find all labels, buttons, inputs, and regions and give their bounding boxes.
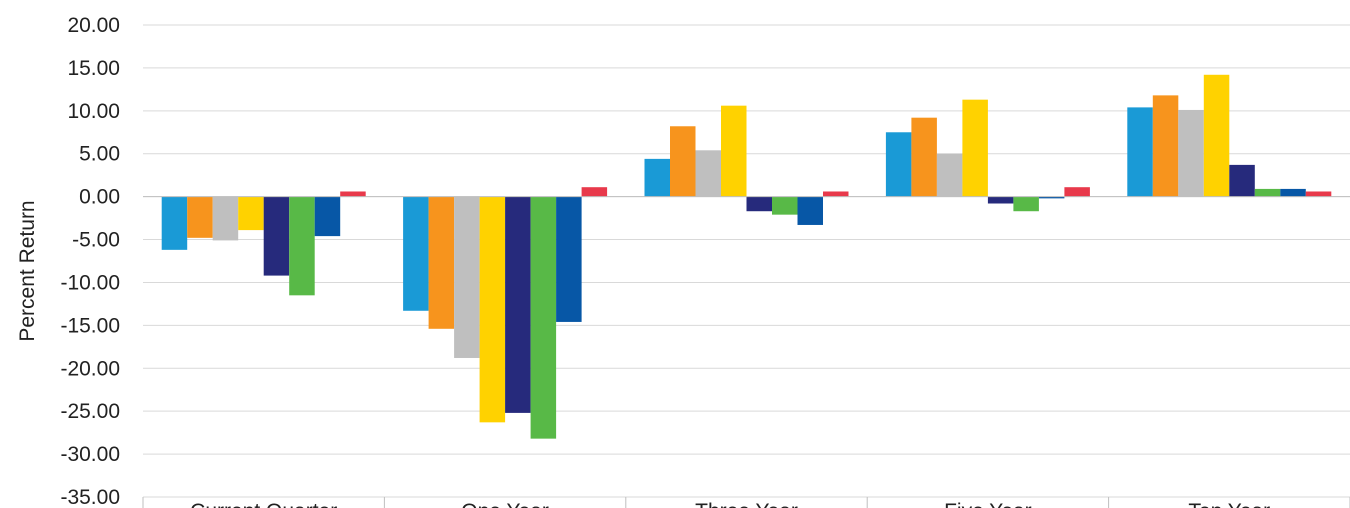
category-label: Five Year	[944, 500, 1032, 508]
category-label: Ten Year	[1188, 500, 1270, 508]
y-tick-label: 0.00	[79, 186, 120, 209]
bar	[936, 153, 963, 197]
bar	[772, 196, 798, 215]
bar	[212, 196, 239, 241]
bar	[161, 196, 188, 250]
category-labels: Current Quarter One Year Three Year Five Ye…	[190, 500, 1270, 508]
bar	[428, 196, 455, 329]
y-tick-label: -30.00	[60, 443, 120, 466]
y-tick-label: 15.00	[67, 57, 120, 80]
bar	[1152, 95, 1179, 197]
bar	[1203, 74, 1230, 197]
bar	[263, 196, 290, 276]
y-tick-label: 20.00	[67, 14, 120, 37]
bar	[797, 196, 823, 225]
bar	[746, 196, 772, 212]
bar	[1254, 188, 1281, 197]
y-tick-label: -25.00	[60, 400, 120, 423]
y-tick-label: 10.00	[67, 100, 120, 123]
bar	[1013, 196, 1039, 212]
bar	[581, 187, 608, 197]
bar	[238, 196, 264, 231]
bar	[530, 196, 557, 439]
bar	[289, 196, 315, 296]
y-tick-label: -5.00	[72, 229, 120, 252]
bar	[911, 117, 937, 197]
bar	[1127, 107, 1153, 197]
y-tick-label: -20.00	[60, 357, 120, 380]
y-axis-title: Percent Return	[16, 200, 39, 341]
bar	[644, 158, 670, 197]
bar	[1178, 109, 1204, 197]
bar	[721, 105, 747, 197]
y-tick-labels: 20.00 15.00 10.00 5.00 0.00 -5.00 -10.00 -15.00…	[60, 14, 120, 508]
y-tick-label: -10.00	[60, 271, 120, 294]
category-label: Three Year	[695, 500, 798, 508]
y-tick-label: -15.00	[60, 314, 120, 337]
bars	[161, 74, 1332, 439]
bar	[885, 132, 912, 197]
bar	[314, 196, 341, 237]
bar	[479, 196, 506, 423]
bar	[505, 196, 531, 413]
category-label: Current Quarter	[190, 500, 337, 508]
bar	[403, 196, 429, 311]
bar	[987, 196, 1014, 204]
bar	[695, 150, 721, 197]
bar	[962, 99, 988, 197]
bar	[1229, 164, 1255, 197]
bar	[556, 196, 582, 322]
category-label: One Year	[461, 500, 549, 508]
bar	[670, 126, 696, 197]
bar	[823, 191, 849, 197]
bar	[454, 196, 480, 358]
bar	[1280, 188, 1306, 197]
bar	[1305, 191, 1332, 197]
y-tick-label: -35.00	[60, 486, 120, 508]
bar	[1064, 187, 1090, 197]
bar	[340, 191, 366, 197]
y-tick-label: 5.00	[79, 143, 120, 166]
bar	[187, 196, 213, 238]
bar	[1038, 196, 1065, 199]
